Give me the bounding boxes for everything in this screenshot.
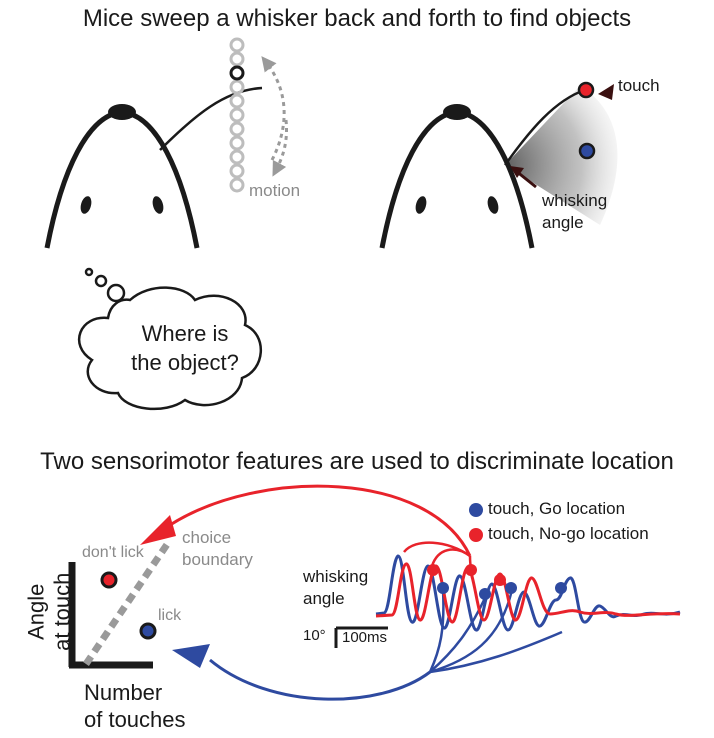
mouse-head-right [379, 86, 618, 249]
nogo-trace [375, 562, 681, 624]
bottom-title: Two sensorimotor features are used to di… [40, 448, 674, 475]
motion-label: motion [249, 181, 301, 200]
object-positions [229, 37, 245, 193]
go-arrow-head [172, 644, 210, 668]
whisking-angle-label-1: whisking [542, 191, 608, 210]
legend-nogo-dot [469, 528, 483, 542]
go-tails [428, 589, 563, 674]
thought-bubble [77, 267, 262, 411]
angle-arrow [510, 166, 537, 189]
motion-arrow-bottom [272, 119, 288, 177]
lick-point [139, 622, 157, 640]
scale-ms-label: 100ms [342, 629, 388, 646]
touched-object [229, 65, 245, 81]
legend-nogo-label: touch, No-go location [488, 524, 649, 543]
choice-boundary-line [83, 538, 173, 666]
nogo-arrow [169, 484, 472, 557]
whisker-left [159, 86, 263, 151]
go-arrow [209, 658, 431, 701]
bubble-line-1: Where is [141, 321, 229, 346]
legend-go-dot [469, 503, 483, 517]
boundary-label-1: choice [182, 528, 232, 547]
trace-label-2: angle [303, 589, 345, 608]
scale-bar [334, 626, 388, 648]
motion-arrow [261, 56, 286, 161]
boundary-label-2: boundary [182, 550, 253, 569]
scale-deg-label: 10° [303, 627, 326, 644]
x-axis-label-1: Number [84, 680, 163, 705]
touch-arrow [598, 84, 614, 100]
touch-label: touch [618, 76, 660, 95]
dont-lick-point [100, 571, 118, 589]
x-axis-label-2: of touches [84, 707, 186, 732]
scatter-axes [68, 562, 153, 669]
dont-lick-label: don't lick [82, 544, 144, 561]
go-trace [375, 554, 681, 632]
bubble-line-2: the object? [131, 350, 239, 375]
top-title: Mice sweep a whisker back and forth to f… [82, 5, 632, 32]
whisking-angle-label-2: angle [542, 213, 584, 232]
lick-label: lick [158, 607, 182, 624]
nogo-object [577, 81, 595, 99]
y-axis-label-2: at touch [49, 572, 75, 651]
nogo-tails [403, 541, 473, 569]
legend-go-label: touch, Go location [488, 499, 626, 518]
nogo-arrow-head [140, 515, 176, 545]
go-object [578, 142, 596, 160]
whisker-right [503, 88, 586, 166]
mouse-head-left [44, 104, 200, 249]
trace-label-1: whisking [303, 567, 369, 586]
trace-touch-dots [427, 564, 567, 600]
y-axis-label-1: Angle [23, 583, 49, 640]
